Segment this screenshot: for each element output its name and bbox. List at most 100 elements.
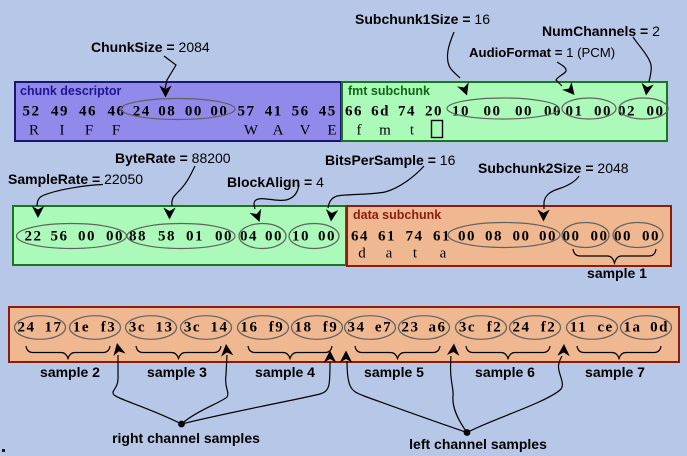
svg-text:3c: 3c (184, 320, 201, 336)
svg-text:sample 1: sample 1 (587, 265, 647, 281)
svg-text:64: 64 (351, 229, 369, 245)
svg-text:F: F (112, 123, 120, 139)
svg-text:Subchunk1Size = 16: Subchunk1Size = 16 (355, 11, 490, 27)
svg-text:f2: f2 (541, 320, 557, 336)
svg-text:00: 00 (484, 104, 502, 120)
svg-text:f3: f3 (101, 320, 117, 336)
svg-text:sample 2: sample 2 (40, 364, 100, 380)
svg-text:14: 14 (211, 320, 229, 336)
svg-text:SampleRate = 22050: SampleRate = 22050 (8, 171, 143, 187)
svg-text:22: 22 (25, 229, 43, 245)
svg-text:56: 56 (292, 104, 310, 120)
svg-text:BlockAlign = 4: BlockAlign = 4 (227, 174, 324, 190)
svg-text:t: t (413, 246, 418, 262)
svg-text:t: t (410, 123, 415, 139)
svg-text:sample 5: sample 5 (364, 364, 424, 380)
svg-text:f9: f9 (323, 320, 339, 336)
svg-text:16: 16 (241, 320, 259, 336)
svg-text:13: 13 (156, 320, 174, 336)
svg-text:a6: a6 (429, 320, 447, 336)
svg-text:e7: e7 (375, 320, 392, 336)
svg-text:18: 18 (295, 320, 313, 336)
svg-text:01: 01 (186, 229, 204, 245)
svg-text:24: 24 (18, 320, 36, 336)
svg-text:E: E (327, 123, 336, 139)
svg-text:f: f (357, 123, 362, 139)
svg-text:R: R (29, 123, 39, 139)
svg-text:00: 00 (642, 229, 660, 245)
svg-text:A: A (273, 123, 284, 139)
svg-text:left channel samples: left channel samples (409, 436, 547, 452)
svg-text:08: 08 (158, 104, 176, 120)
svg-text:00: 00 (106, 229, 124, 245)
svg-text:00: 00 (591, 229, 609, 245)
svg-text:04: 04 (240, 229, 258, 245)
svg-text:61: 61 (378, 229, 396, 245)
svg-text:d: d (358, 246, 366, 262)
svg-text:sample 3: sample 3 (147, 364, 207, 380)
svg-text:00: 00 (544, 104, 562, 120)
svg-text:F: F (85, 123, 93, 139)
svg-text:a: a (440, 246, 447, 262)
svg-text:f2: f2 (487, 320, 503, 336)
svg-text:00: 00 (185, 104, 203, 120)
svg-text:08: 08 (485, 229, 503, 245)
svg-text:74: 74 (406, 229, 424, 245)
svg-text:V: V (300, 123, 311, 139)
svg-text:41: 41 (265, 104, 283, 120)
svg-text:58: 58 (158, 229, 176, 245)
svg-text:10: 10 (292, 229, 310, 245)
svg-text:right channel samples: right channel samples (112, 430, 260, 446)
svg-text:NumChannels = 2: NumChannels = 2 (542, 23, 660, 39)
svg-text:ChunkSize = 2084: ChunkSize = 2084 (91, 39, 210, 55)
svg-text:Subchunk2Size = 2048: Subchunk2Size = 2048 (478, 160, 629, 176)
svg-text:a: a (386, 246, 393, 262)
svg-text:1e: 1e (73, 320, 90, 336)
svg-text:00: 00 (215, 229, 233, 245)
svg-text:data subchunk: data subchunk (353, 208, 441, 222)
svg-text:fmt subchunk: fmt subchunk (348, 84, 430, 98)
svg-text:6d: 6d (371, 104, 390, 120)
svg-text:34: 34 (348, 320, 366, 336)
svg-text:24: 24 (513, 320, 531, 336)
svg-text:17: 17 (45, 320, 63, 336)
svg-text:61: 61 (433, 229, 451, 245)
svg-text:02: 02 (618, 104, 636, 120)
svg-text:00: 00 (513, 229, 531, 245)
svg-text:I: I (60, 123, 65, 139)
svg-text:00: 00 (265, 229, 283, 245)
svg-text:57: 57 (238, 104, 256, 120)
svg-text:56: 56 (51, 229, 69, 245)
svg-text:f9: f9 (269, 320, 285, 336)
svg-text:00: 00 (563, 229, 581, 245)
svg-text:46: 46 (108, 104, 126, 120)
svg-text:74: 74 (398, 104, 416, 120)
svg-text:W: W (244, 123, 259, 139)
svg-text:3c: 3c (129, 320, 146, 336)
svg-text:49: 49 (51, 104, 69, 120)
svg-text:1a: 1a (624, 320, 642, 336)
svg-text:00: 00 (318, 229, 336, 245)
svg-text:chunk descriptor: chunk descriptor (20, 84, 122, 98)
svg-text:45: 45 (319, 104, 337, 120)
svg-text:66: 66 (345, 104, 363, 120)
svg-text:00: 00 (458, 229, 476, 245)
svg-text:11: 11 (570, 320, 587, 336)
svg-text:88: 88 (129, 229, 147, 245)
svg-text:sample 6: sample 6 (475, 364, 535, 380)
svg-text:3c: 3c (459, 320, 476, 336)
svg-text:00: 00 (594, 104, 612, 120)
svg-text:m: m (379, 123, 391, 139)
svg-text:52: 52 (23, 104, 41, 120)
svg-text:00: 00 (647, 104, 665, 120)
svg-text:20: 20 (425, 104, 443, 120)
svg-text:46: 46 (79, 104, 97, 120)
svg-text:0d: 0d (650, 320, 669, 336)
svg-text:23: 23 (402, 320, 420, 336)
svg-text:00: 00 (614, 229, 632, 245)
svg-text:00: 00 (78, 229, 96, 245)
svg-text:ce: ce (597, 320, 613, 336)
svg-text:BitsPerSample = 16: BitsPerSample = 16 (325, 152, 456, 168)
svg-text:AudioFormat = 1 (PCM): AudioFormat = 1 (PCM) (469, 45, 615, 60)
svg-text:00: 00 (515, 104, 533, 120)
